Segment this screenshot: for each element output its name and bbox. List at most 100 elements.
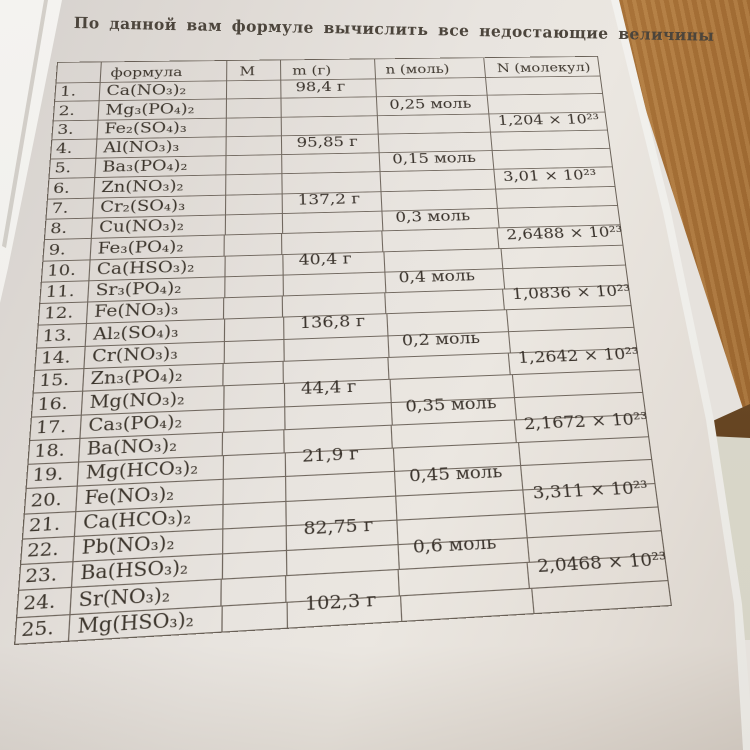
moles-cell	[376, 113, 490, 134]
moles-value: 0,25 моль	[388, 94, 472, 112]
molecules-cell	[485, 76, 603, 96]
header-cell-number	[57, 62, 101, 82]
molar-mass-cell	[223, 234, 282, 256]
row-number-cell: 13.	[41, 325, 73, 346]
row-number-cell: 15.	[38, 369, 70, 391]
molar-mass-cell	[225, 136, 282, 156]
mass-cell: 98,4 г	[280, 79, 376, 98]
molar-mass-cell	[223, 317, 284, 341]
header-cell-moles: n (моль)	[374, 58, 485, 79]
molar-mass-cell	[222, 526, 286, 554]
molecules-value: 1,0836 × 10²³	[511, 281, 632, 304]
row-number-cell: 14.	[40, 347, 72, 368]
row-number-cell: 7.	[51, 199, 70, 217]
molar-mass-cell	[223, 296, 282, 319]
molar-mass-cell	[221, 430, 284, 456]
molecules-value: 1,204 × 10²³	[497, 111, 601, 129]
moles-cell: 0,25 моль	[375, 94, 489, 115]
molecules-value: 1,2642 × 10²³	[517, 343, 641, 367]
mass-cell	[281, 211, 383, 234]
row-number-cell: 17.	[35, 415, 67, 438]
molecules-value: 3,311 × 10²³	[531, 477, 650, 503]
mass-value: 136,8 г	[299, 311, 366, 332]
moles-value: 0,35 моль	[404, 392, 498, 416]
formula-cell: Fe₂(SO₄)₃	[96, 118, 226, 139]
molar-mass-cell	[225, 80, 281, 99]
mass-value: 82,75 г	[303, 514, 374, 539]
row-number-cell: 24.	[22, 589, 57, 615]
mass-value: 21,9 г	[301, 443, 360, 467]
row-number-cell: 20.	[30, 488, 63, 511]
chemistry-table: формула M m (г) n (моль) N (молекул) 1. …	[14, 55, 672, 646]
row-number-cell: 8.	[49, 219, 68, 238]
header-cell-molar-mass: M	[226, 60, 281, 81]
molar-mass-cell	[222, 453, 285, 480]
moles-value: 0,45 моль	[408, 460, 503, 486]
molecules-value: 3,01 × 10²³	[502, 165, 598, 185]
row-number-cell: 2.	[58, 101, 76, 119]
row-number-cell: 6.	[52, 179, 71, 197]
row-number-cell: 22.	[26, 537, 60, 562]
molecules-cell: 1,204 × 10²³	[488, 111, 607, 132]
mass-cell	[280, 97, 377, 117]
row-number-cell: 11.	[45, 281, 76, 301]
mass-cell: 95,85 г	[280, 133, 379, 155]
row-number-cell: 12.	[43, 303, 74, 323]
molar-mass-cell	[224, 275, 283, 298]
moles-value: 0,15 моль	[391, 149, 477, 168]
mass-cell	[281, 153, 380, 174]
formula-cell: Mg₃(PO₄)₂	[97, 99, 226, 120]
molar-mass-cell	[222, 477, 286, 504]
row-number-cell: 23.	[24, 563, 58, 588]
row-number-cell: 19.	[31, 463, 65, 486]
moles-cell: 0,15 моль	[378, 149, 494, 172]
mass-value: 102,3 г	[304, 588, 377, 615]
row-number-cell: 16.	[36, 392, 69, 414]
moles-value: 0,6 моль	[412, 532, 498, 558]
row-number-cell: 9.	[48, 239, 67, 259]
moles-value: 0,4 моль	[398, 266, 476, 287]
molar-mass-cell	[222, 361, 283, 386]
molar-mass-cell	[225, 117, 281, 137]
header-cell-formula: формула	[99, 60, 227, 83]
moles-value: 0,3 моль	[394, 206, 471, 226]
mass-value: 40,4 г	[298, 249, 352, 269]
molar-mass-cell	[225, 98, 281, 118]
molar-mass-cell	[221, 551, 287, 580]
moles-value: 0,2 моль	[401, 328, 481, 350]
molar-mass-cell	[223, 339, 284, 363]
row-number-cell: 4.	[55, 139, 74, 157]
mass-value: 98,4 г	[295, 78, 346, 96]
molar-mass-cell	[225, 155, 282, 175]
molecules-value: 2,1672 × 10²³	[523, 408, 649, 434]
row-number-cell: 3.	[56, 120, 75, 138]
row-number-cell: 5.	[54, 159, 72, 177]
molar-mass-cell	[224, 194, 282, 215]
molar-mass-cell	[221, 602, 287, 632]
row-number-cell: 21.	[28, 512, 62, 536]
molar-mass-cell	[220, 576, 286, 606]
molecules-cell	[489, 130, 610, 151]
molar-mass-cell	[223, 384, 285, 409]
row-number-cell: 18.	[33, 439, 66, 462]
mass-cell: 137,2 г	[281, 189, 382, 214]
mass-value: 95,85 г	[296, 133, 359, 151]
mass-value: 137,2 г	[297, 189, 361, 209]
molar-mass-cell	[225, 174, 282, 195]
mass-cell	[280, 115, 378, 136]
header-cell-molecules: N (молекул)	[483, 56, 600, 78]
header-cell-mass: m (г)	[280, 59, 376, 80]
row-number-cell: 25.	[20, 616, 55, 642]
mass-cell: 102,3 г	[286, 589, 402, 628]
molecules-value: 2,6488 × 10²³	[505, 222, 624, 243]
mass-value: 44,4 г	[300, 376, 357, 398]
row-number-cell: 10.	[46, 260, 77, 280]
formula-cell: Ca(NO₃)₂	[98, 81, 227, 101]
moles-cell	[375, 77, 487, 97]
molar-mass-cell	[222, 501, 286, 529]
row-number-cell: 1.	[59, 83, 77, 100]
molar-mass-cell	[223, 406, 285, 432]
molar-mass-cell	[224, 213, 283, 235]
